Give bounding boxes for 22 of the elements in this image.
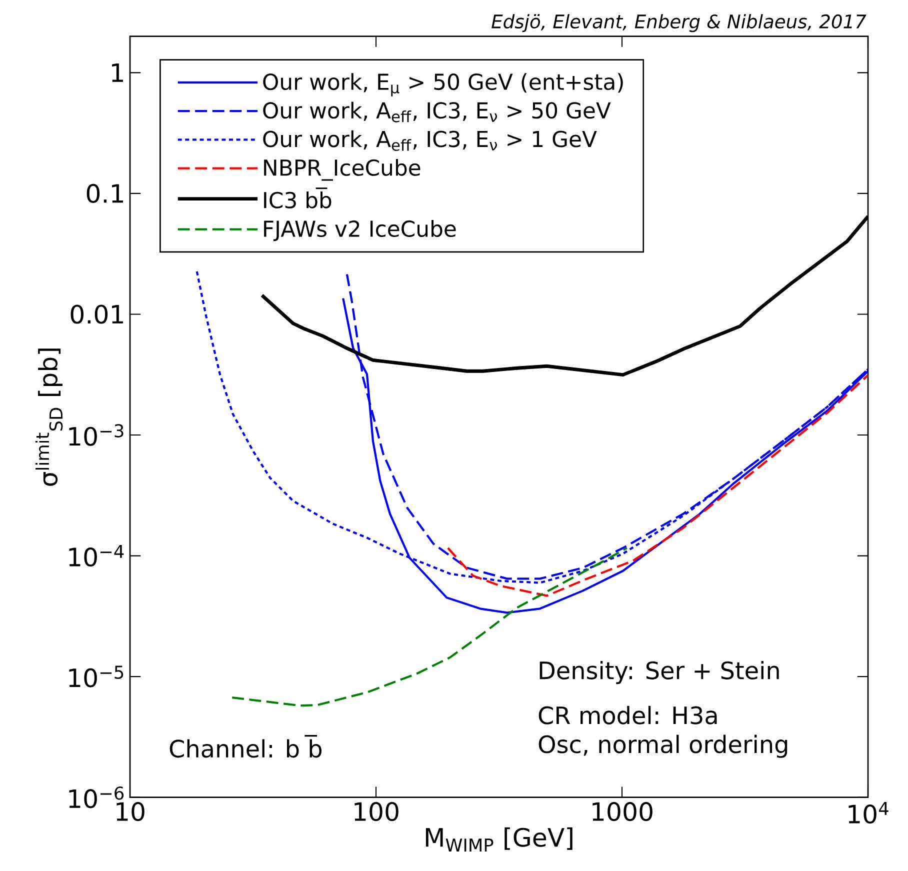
x-tick-label: 1000 bbox=[592, 802, 652, 822]
legend-label: IC3 bb̅ bbox=[264, 188, 332, 209]
annotation: Osc, normal ordering bbox=[538, 734, 788, 758]
annotation: Channel: b b̅ bbox=[170, 735, 322, 758]
legend-label: FJAWs v2 IceCube bbox=[264, 220, 456, 242]
legend-label: Our work, A$_{eff}$, IC3, E$_{ν}$ > 50 GeV bbox=[263, 102, 611, 122]
legend-label: NBPR_IceCube bbox=[264, 159, 420, 181]
y-axis-title: σ$^{limit}$$_{SD}$ [pb] bbox=[35, 348, 63, 486]
annotation: Density: Ser + Stein bbox=[540, 661, 779, 684]
legend-label: Our work, E$_{μ}$ > 50 GeV (ent+sta) bbox=[263, 73, 623, 97]
y-tick-label: 10$^{−3}$ bbox=[69, 424, 124, 446]
text: Edsjö, Elevant, Enberg & Niblaeus, 2017 bbox=[492, 14, 866, 32]
x-tick-label: 10$^{4}$ bbox=[848, 802, 888, 824]
y-tick-label: 10$^{−5}$ bbox=[69, 666, 124, 688]
annotation: CR model: H3a bbox=[538, 706, 717, 725]
legend-label: Our work, A$_{eff}$, IC3, E$_{ν}$ > 1 GeV bbox=[263, 130, 597, 152]
y-tick-label: 1 bbox=[112, 64, 123, 82]
y-tick-label: 10$^{−4}$ bbox=[69, 545, 124, 567]
x-axis-title: M$_{WIMP}$ [GeV] bbox=[426, 828, 572, 852]
x-tick-label: 100 bbox=[354, 802, 398, 822]
y-tick-label: 0.01 bbox=[70, 304, 123, 324]
y-tick-label: 0.1 bbox=[86, 184, 123, 204]
